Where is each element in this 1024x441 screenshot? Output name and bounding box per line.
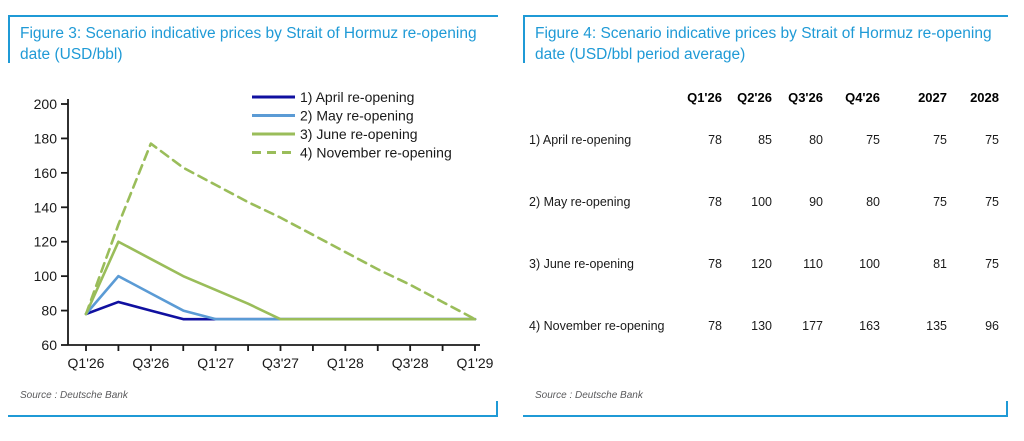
x-tick-label: Q1'26 xyxy=(68,355,105,371)
x-tick-label: Q1'29 xyxy=(457,355,494,371)
figure4-panel: Figure 4: Scenario indicative prices by … xyxy=(523,15,1008,418)
table-row-november-re-opening: 4) November re-opening 78 130 177 163 135 96 xyxy=(529,295,999,357)
value-cell: 80 xyxy=(809,133,823,147)
value-cell: 78 xyxy=(708,257,722,271)
figure4-top-rule xyxy=(523,15,1008,17)
figure3-panel: Figure 3: Scenario indicative prices by … xyxy=(8,15,498,418)
value-cell: 75 xyxy=(866,133,880,147)
row-label: 2) May re-opening xyxy=(529,195,631,209)
figure4-title-accent-bar xyxy=(523,15,525,63)
value-cell: 135 xyxy=(926,319,947,333)
table-row-may-re-opening: 2) May re-opening 78 100 90 80 75 75 xyxy=(529,171,999,233)
value-cell: 75 xyxy=(933,195,947,209)
series-line-april-re-opening xyxy=(84,300,477,321)
row-label: 3) June re-opening xyxy=(529,257,634,271)
column-header-q4-26: Q4'26 xyxy=(845,89,880,105)
value-cell: 85 xyxy=(758,133,772,147)
figure3-line-chart: 60 80 100 120 140 160 180 200 Q1'26 Q3'26 Q1'27 Q3'… xyxy=(34,89,494,371)
column-header-q2-26: Q2'26 xyxy=(737,89,772,105)
figure4-bottom-rule xyxy=(523,415,1008,417)
value-cell: 75 xyxy=(985,133,999,147)
x-tick-label: Q3'26 xyxy=(132,355,169,371)
value-cell: 120 xyxy=(751,257,772,271)
legend-label-april-re-opening: 1) April re-opening xyxy=(300,89,414,105)
x-tick-label: Q3'27 xyxy=(262,355,299,371)
figure4-title: Figure 4: Scenario indicative prices by … xyxy=(535,25,992,63)
value-cell: 163 xyxy=(859,319,880,333)
y-tick-label: 160 xyxy=(34,165,58,181)
value-cell: 78 xyxy=(708,195,722,209)
value-cell: 78 xyxy=(708,133,722,147)
table-row-april-re-opening: 1) April re-opening 78 85 80 75 75 75 xyxy=(529,109,999,171)
column-header-2028: 2028 xyxy=(970,89,999,105)
series-line-november-re-opening xyxy=(84,142,477,321)
value-cell: 96 xyxy=(985,319,999,333)
figure4-source: Source : Deutsche Bank xyxy=(535,390,643,401)
x-tick-label: Q1'27 xyxy=(197,355,234,371)
figure3-title: Figure 3: Scenario indicative prices by … xyxy=(20,25,477,63)
value-cell: 90 xyxy=(809,195,823,209)
column-header-q1-26: Q1'26 xyxy=(687,89,722,105)
figure3-source: Source : Deutsche Bank xyxy=(20,390,128,401)
figure3-title-accent-bar xyxy=(8,15,10,63)
value-cell: 100 xyxy=(859,257,880,271)
column-header-2027: 2027 xyxy=(918,89,947,105)
value-cell: 110 xyxy=(803,257,823,271)
value-cell: 177 xyxy=(802,319,823,333)
y-tick-label: 140 xyxy=(34,199,58,215)
value-cell: 75 xyxy=(985,257,999,271)
y-tick-label: 120 xyxy=(34,234,58,250)
legend-label-november-re-opening: 4) November re-opening xyxy=(300,144,452,160)
value-cell: 75 xyxy=(985,195,999,209)
figure3-bottom-rule xyxy=(8,415,498,417)
series-line-may-re-opening xyxy=(84,274,477,321)
y-tick-label: 180 xyxy=(34,130,58,146)
figure4-table: Q1'26 Q2'26 Q3'26 Q4'26 2027 2028 1) April re… xyxy=(529,85,999,357)
y-tick-label: 200 xyxy=(34,96,58,112)
value-cell: 80 xyxy=(866,195,880,209)
row-label: 1) April re-opening xyxy=(529,133,632,147)
table-row-june-re-opening: 3) June re-opening 78 120 110 100 81 75 xyxy=(529,233,999,295)
series-line-june-re-opening xyxy=(84,240,477,321)
value-cell: 130 xyxy=(751,319,772,333)
value-cell: 100 xyxy=(751,195,772,209)
x-tick-label: Q3'28 xyxy=(392,355,429,371)
table-header-row: Q1'26 Q2'26 Q3'26 Q4'26 2027 2028 xyxy=(529,85,999,109)
value-cell: 81 xyxy=(933,257,947,271)
y-tick-label: 60 xyxy=(41,337,57,353)
legend-label-june-re-opening: 3) June re-opening xyxy=(300,126,418,142)
figure3-top-rule xyxy=(8,15,498,17)
y-tick-label: 100 xyxy=(34,268,58,284)
label-column-header xyxy=(529,85,679,109)
y-tick-label: 80 xyxy=(41,303,57,319)
value-cell: 78 xyxy=(708,319,722,333)
x-tick-label: Q1'28 xyxy=(327,355,364,371)
figure4-right-tick xyxy=(1006,401,1008,415)
column-header-q3-26: Q3'26 xyxy=(788,89,823,105)
row-label: 4) November re-opening xyxy=(529,319,665,333)
figure3-right-tick xyxy=(496,401,498,415)
value-cell: 75 xyxy=(933,133,947,147)
legend-label-may-re-opening: 2) May re-opening xyxy=(300,107,414,123)
